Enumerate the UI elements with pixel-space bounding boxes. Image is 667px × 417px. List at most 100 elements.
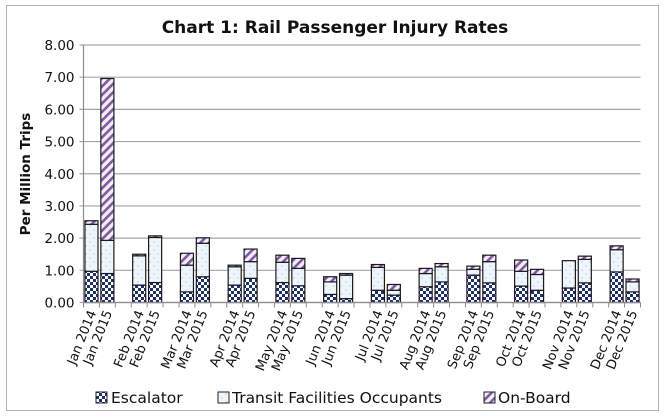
bar-segment-on-board [370,263,386,269]
bar-segment-escalator [132,284,147,304]
y-tick-label: 1.00 [44,263,74,279]
bar-segment-tfo [482,261,497,284]
bar-feb-2014 [132,253,147,304]
bar-jan-2014 [84,220,99,304]
chart-title: Chart 1: Rail Passenger Injury Rates [162,18,509,38]
bar-apr-2015 [243,248,258,304]
bar-segment-on-board [482,254,497,263]
bar-segment-escalator [418,286,433,304]
chart-frame [6,5,659,411]
bar-segment-tfo [227,266,242,286]
bar-segment-escalator [529,289,545,304]
legend-item-tfo: Transit Facilities Occupants [217,389,442,407]
bar-segment-escalator [625,291,640,304]
bar-segment-on-board [466,265,481,270]
bar-segment-on-board [147,235,163,239]
bar-segment-on-board [243,248,258,263]
bar-nov-2014 [561,260,577,304]
bar-dec-2014 [609,245,624,304]
y-tick-label: 6.00 [44,102,74,118]
bar-segment-escalator [147,281,163,304]
legend: Escalator Transit Facilities Occupants O… [95,389,571,407]
bar-sep-2014 [466,265,481,304]
bar-segment-tfo [418,272,433,288]
bar-jul-2015 [386,283,401,304]
bar-segment-on-board [434,262,449,268]
y-tick-label: 3.00 [44,199,74,215]
bar-segment-on-board [132,253,147,257]
bar-segment-escalator [370,289,386,304]
legend-item-on-board: On-Board [483,389,571,407]
bar-segment-tfo [291,267,306,287]
bar-segment-tfo [386,289,401,296]
bar-segment-tfo [132,255,147,286]
bar-segment-escalator [291,285,306,304]
bar-may-2014 [275,254,290,304]
bar-segment-escalator [323,293,338,304]
bar-oct-2015 [529,268,545,304]
bar-segment-escalator [243,277,258,304]
legend-swatch-on-board [483,391,496,404]
bar-jul-2014 [370,263,386,304]
bar-segment-on-board [338,272,354,276]
bar-segment-tfo [577,258,592,284]
bar-segment-tfo [195,242,210,278]
bar-mar-2015 [195,237,210,304]
bar-segment-on-board [195,237,210,244]
bar-sep-2015 [482,254,497,304]
bar-segment-tfo [323,281,338,296]
bar-apr-2014 [227,264,242,304]
bar-segment-tfo [147,236,163,284]
bar-aug-2014 [418,267,433,304]
bar-segment-on-board [291,257,306,269]
bar-segment-tfo [514,270,529,287]
bar-segment-tfo [625,281,640,293]
bar-segment-escalator [100,272,115,304]
bar-oct-2014 [514,259,529,304]
bar-segment-on-board [625,278,640,283]
y-tick-label: 4.00 [44,167,74,183]
bar-segment-on-board [386,283,401,291]
legend-label-tfo: Transit Facilities Occupants [231,389,442,407]
bar-segment-on-board [577,255,592,260]
bar-segment-escalator [434,281,449,304]
bar-segment-on-board [418,267,433,275]
y-axis-ticks: 0.00 1.00 2.00 3.00 4.00 5.00 6.00 7.00 8.00 [44,38,74,312]
bar-segment-escalator [84,270,99,304]
bar-segment-on-board [179,252,195,266]
bar-segment-escalator [514,285,529,304]
bar-segment-escalator [227,284,242,304]
bar-segment-tfo [434,266,449,283]
bar-segment-on-board [609,245,624,251]
bar-segment-tfo [84,223,99,272]
bar-segment-on-board [84,220,99,225]
bar-segment-tfo [370,266,386,291]
bar-segment-escalator [482,282,497,304]
bar-segment-on-board [100,77,115,241]
legend-label-on-board: On-Board [498,389,571,407]
bar-feb-2015 [147,235,163,304]
bar-segment-on-board [275,254,290,263]
bar-segment-escalator [179,291,195,304]
y-tick-label: 7.00 [44,70,74,86]
bar-segment-escalator [609,271,624,304]
bar-segment-tfo [466,268,481,276]
bar-nov-2015 [577,255,592,304]
bar-segment-tfo [609,249,624,273]
bar-segment-tfo [179,264,195,293]
bar-may-2015 [291,257,306,304]
y-tick-label: 5.00 [44,135,74,151]
bar-segment-tfo [275,261,290,284]
bar-dec-2015 [625,278,640,304]
y-tick-label: 8.00 [44,38,74,54]
bar-segment-on-board [514,259,529,272]
legend-label-escalator: Escalator [111,389,183,407]
bar-jan-2015 [100,77,115,304]
bar-mar-2014 [179,252,195,304]
bar-segment-tfo [561,260,577,289]
bars [84,77,640,304]
bar-segment-escalator [561,287,577,304]
y-tick-label: 2.00 [44,231,74,247]
